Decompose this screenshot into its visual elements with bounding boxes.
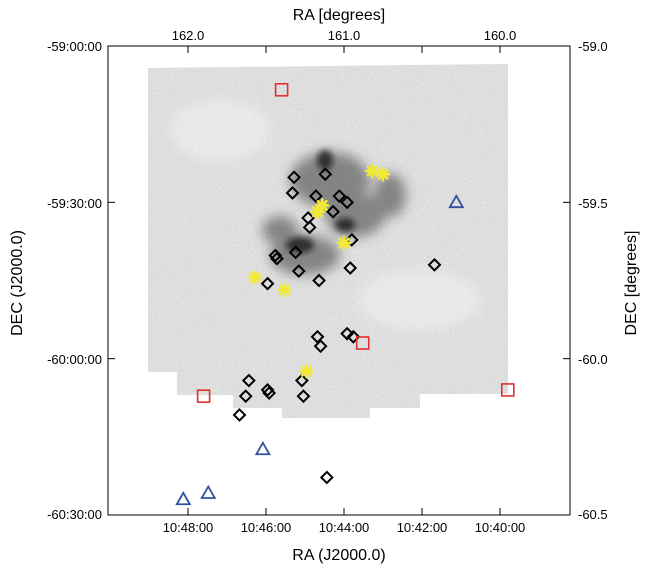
left-tick-label: -60:30:00 xyxy=(47,507,102,522)
bottom-tick-label: 10:42:00 xyxy=(397,520,448,535)
diamond-marker xyxy=(309,189,323,203)
top-axis-title: RA [degrees] xyxy=(293,7,386,24)
bottom-tick-label: 10:48:00 xyxy=(163,520,214,535)
asterisk-marker xyxy=(364,163,380,179)
square-marker xyxy=(196,389,211,403)
square-marker xyxy=(500,383,515,397)
left-tick-label: -59:00:00 xyxy=(47,39,102,54)
bottom-axis-title: RA (J2000.0) xyxy=(292,547,385,564)
bottom-tick-label: 10:46:00 xyxy=(241,520,292,535)
asterisk-marker xyxy=(299,363,314,379)
asterisk-marker xyxy=(277,282,293,298)
diamond-marker xyxy=(343,261,358,275)
diamond-marker xyxy=(427,257,442,272)
diamond-marker xyxy=(346,329,361,344)
diamond-marker xyxy=(262,386,277,400)
right-tick-label: -60.0 xyxy=(578,352,608,367)
triangle-marker xyxy=(254,441,271,456)
diamond-marker xyxy=(287,170,301,185)
diamond-marker xyxy=(302,220,317,235)
diamond-marker xyxy=(260,276,275,291)
right-tick-label: -59.5 xyxy=(578,196,608,211)
diamond-marker xyxy=(291,264,306,279)
diamond-marker xyxy=(260,383,275,397)
diamond-marker xyxy=(313,339,328,354)
asterisk-marker xyxy=(336,235,352,251)
left-tick-label: -59:30:00 xyxy=(47,196,102,211)
square-marker xyxy=(274,82,289,97)
top-tick-label: 162.0 xyxy=(172,28,205,43)
sky-image xyxy=(148,64,508,418)
square-marker xyxy=(355,336,370,350)
right-tick-label: -60.5 xyxy=(578,507,608,522)
right-axis-title: DEC [degrees] xyxy=(623,231,640,336)
diamond-marker xyxy=(318,167,333,182)
diamond-marker xyxy=(238,389,253,404)
diamond-marker xyxy=(232,408,247,422)
axis-ticks xyxy=(108,45,570,516)
diamond-marker xyxy=(268,248,283,263)
diamond-marker xyxy=(340,326,355,341)
triangle-marker xyxy=(175,491,192,506)
top-tick-label: 160.0 xyxy=(484,28,517,43)
asterisk-marker xyxy=(310,204,325,220)
diamond-marker xyxy=(332,189,347,203)
diamond-marker xyxy=(319,470,334,485)
diamond-marker xyxy=(241,373,256,388)
left-axis-title: DEC (J2000.0) xyxy=(9,230,26,336)
diamond-marker xyxy=(310,329,325,344)
asterisk-marker xyxy=(247,270,263,285)
diamond-marker xyxy=(296,389,311,404)
left-tick-label: -60:00:00 xyxy=(47,352,102,367)
markers xyxy=(175,82,515,506)
diamond-marker xyxy=(326,204,340,219)
bottom-tick-label: 10:40:00 xyxy=(475,520,526,535)
diamond-marker xyxy=(288,245,303,260)
asterisk-marker xyxy=(314,198,330,213)
diamond-marker xyxy=(285,186,300,200)
top-tick-label: 161.0 xyxy=(328,28,361,43)
bottom-tick-label: 10:44:00 xyxy=(319,520,370,535)
triangle-marker xyxy=(448,194,465,209)
diamond-marker xyxy=(312,273,326,288)
right-tick-label: -59.0 xyxy=(578,39,608,54)
triangle-marker xyxy=(200,484,217,499)
asterisk-marker xyxy=(375,166,391,182)
diamond-marker xyxy=(340,195,355,210)
plot-frame xyxy=(107,45,571,516)
diamond-marker xyxy=(294,373,309,388)
